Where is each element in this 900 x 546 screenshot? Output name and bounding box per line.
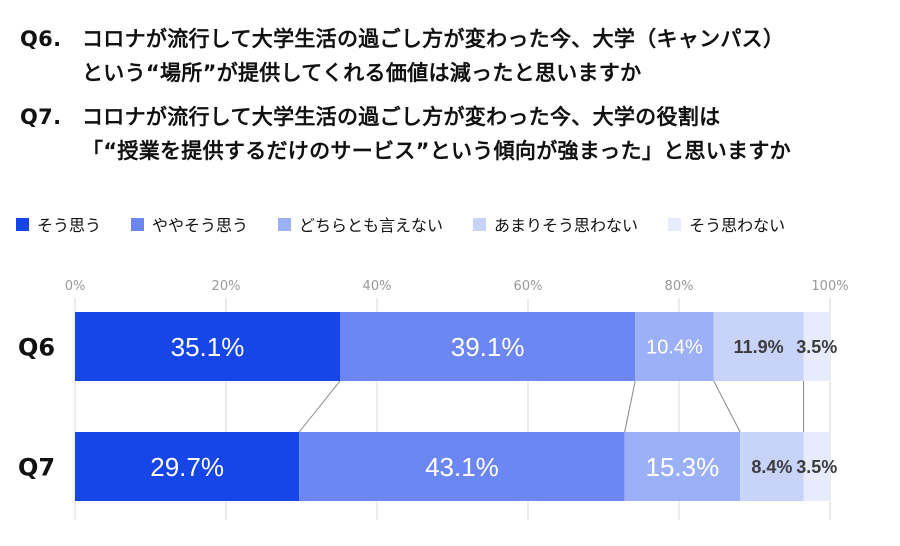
connector-line [298, 380, 341, 433]
data-label: 10.4% [646, 337, 703, 359]
x-tick-label: 40% [363, 279, 392, 294]
legend-item: そう思わない [668, 212, 785, 236]
category-label: Q6 [18, 334, 55, 362]
data-label: 3.5% [796, 457, 837, 477]
connector-line [624, 380, 636, 433]
x-tick-label: 60% [514, 279, 543, 294]
bar-segment [803, 312, 830, 381]
legend-label: ややそう思う [152, 216, 249, 235]
legend-item: あまりそう思わない [473, 212, 638, 236]
bar-segment [75, 312, 341, 381]
bar-segment [635, 312, 714, 381]
question-q7: Q7. コロナが流行して大学生活の過ごし方が変わった今、大学の役割は 「“授業を… [20, 100, 890, 168]
connector-line [713, 380, 741, 433]
question-text: コロナが流行して大学生活の過ごし方が変わった今、大学の役割は 「“授業を提供する… [82, 105, 791, 163]
data-label: 43.1% [425, 452, 499, 482]
data-label: 15.3% [646, 452, 720, 482]
legend-swatch [473, 217, 487, 231]
legend-swatch [668, 217, 682, 231]
data-label: 39.1% [451, 332, 525, 362]
legend-label: どちらとも言えない [299, 216, 444, 235]
x-tick-label: 0% [65, 279, 86, 294]
question-number: Q6. [20, 27, 62, 51]
question-q6: Q6. コロナが流行して大学生活の過ごし方が変わった今、大学（キャンパス） とい… [20, 22, 890, 90]
bar-segment [624, 432, 741, 501]
legend-label: そう思わない [689, 216, 786, 235]
question-text: コロナが流行して大学生活の過ごし方が変わった今、大学（キャンパス） という“場所… [82, 27, 785, 85]
bar-segment [340, 312, 636, 381]
legend-item: ややそう思う [131, 212, 248, 236]
question-number: Q7. [20, 105, 62, 129]
legend-swatch [278, 217, 292, 231]
legend-label: あまりそう思わない [494, 216, 639, 235]
legend-label: そう思う [37, 216, 102, 235]
data-label: 8.4% [751, 457, 792, 477]
data-label: 3.5% [796, 337, 837, 357]
bar-segment [740, 432, 804, 501]
category-label: Q7 [18, 454, 55, 482]
bar-segment [299, 432, 625, 501]
data-label: 35.1% [171, 332, 245, 362]
x-tick-label: 80% [665, 279, 694, 294]
x-tick-label: 100% [811, 279, 848, 294]
bar-segment [803, 432, 830, 501]
chart-legend: そう思う ややそう思う どちらとも言えない あまりそう思わない そう思わない [16, 212, 815, 236]
data-label: 11.9% [734, 337, 784, 357]
bar-segment [75, 432, 300, 501]
legend-swatch [131, 217, 145, 231]
data-label: 29.7% [150, 452, 224, 482]
legend-item: そう思う [16, 212, 101, 236]
legend-item: どちらとも言えない [278, 212, 443, 236]
x-tick-label: 20% [212, 279, 241, 294]
bar-segment [713, 312, 804, 381]
legend-swatch [16, 217, 29, 231]
question-list: Q6. コロナが流行して大学生活の過ごし方が変わった今、大学（キャンパス） とい… [20, 22, 890, 168]
